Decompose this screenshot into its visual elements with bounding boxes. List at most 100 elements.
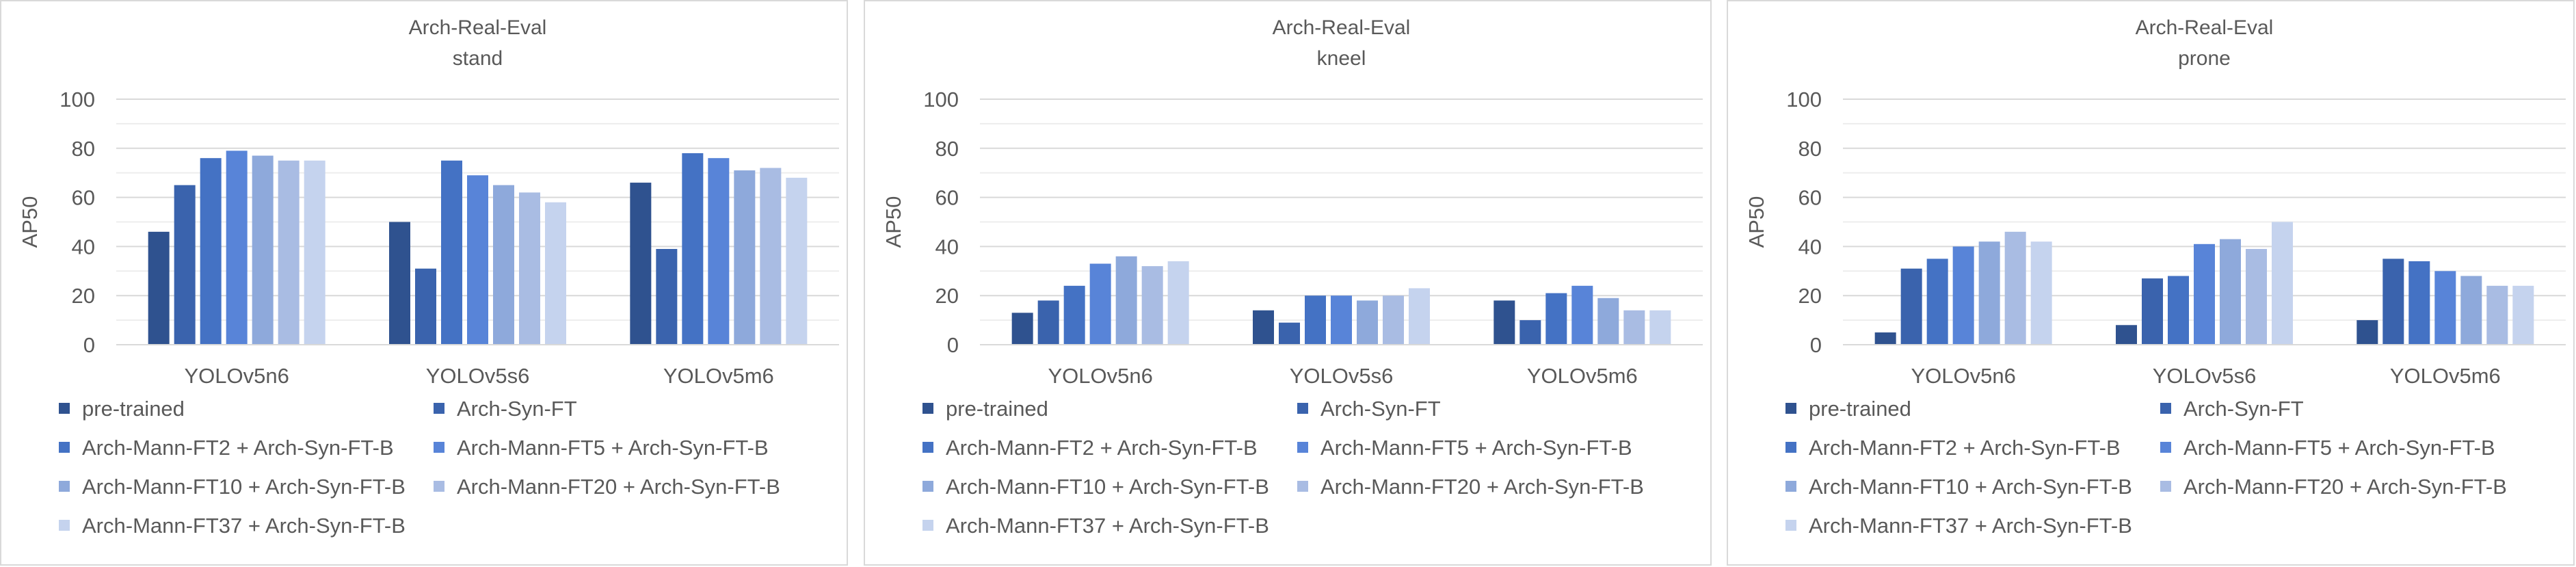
bar-yolov5s6-series-0 xyxy=(389,222,410,345)
x-category-label: YOLOv5m6 xyxy=(2390,364,2501,388)
bar-yolov5s6-series-6 xyxy=(545,202,566,345)
bar-yolov5s6-series-5 xyxy=(1383,295,1404,345)
legend-swatch xyxy=(1785,442,1796,453)
bar-yolov5s6-series-6 xyxy=(2272,222,2293,345)
y-tick-label: 20 xyxy=(935,284,959,308)
bar-yolov5s6-series-5 xyxy=(2246,248,2267,345)
chart-svg: Arch-Real-Eval prone 0 20 40 60 80 100 AP50 YOLOv… xyxy=(1744,16,2566,538)
bar-yolov5m6-series-3 xyxy=(1571,285,1593,345)
x-category-label: YOLOv5n6 xyxy=(184,364,289,388)
bar-yolov5s6-series-0 xyxy=(2116,325,2137,345)
bar-yolov5n6-series-4 xyxy=(1978,241,2000,345)
legend-swatch xyxy=(1785,520,1796,531)
legend-swatch xyxy=(59,520,70,531)
bar-yolov5n6-series-0 xyxy=(1011,313,1033,345)
bar-yolov5n6-series-0 xyxy=(148,231,170,345)
legend-swatch xyxy=(1297,481,1308,492)
legend-label: pre-trained xyxy=(946,397,1048,421)
chart-title: Arch-Real-Eval xyxy=(2136,16,2274,39)
legend-swatch xyxy=(434,442,444,453)
chart-panel-kneel: Arch-Real-Eval kneel 0 20 40 60 80 100 AP50 YOLOv… xyxy=(864,0,1712,566)
legend-swatch xyxy=(59,442,70,453)
bar-yolov5s6-series-1 xyxy=(1279,322,1300,345)
chart-title: Arch-Real-Eval xyxy=(409,16,547,39)
bar-yolov5m6-series-6 xyxy=(1649,310,1671,345)
bar-yolov5n6-series-0 xyxy=(1874,332,1896,345)
bar-yolov5m6-series-0 xyxy=(630,183,652,345)
y-tick-label: 60 xyxy=(1798,186,1822,210)
legend-swatch xyxy=(1297,442,1308,453)
bar-yolov5s6-series-4 xyxy=(2220,239,2241,345)
bar-yolov5m6-series-6 xyxy=(2512,285,2534,345)
legend-label: Arch-Mann-FT37 + Arch-Syn-FT-B xyxy=(82,514,406,538)
bar-yolov5n6-series-6 xyxy=(1167,261,1189,345)
bar-yolov5m6-series-3 xyxy=(2434,271,2456,345)
bar-yolov5n6-series-3 xyxy=(1089,263,1111,345)
chart-panel-stand: Arch-Real-Eval stand 0 20 40 60 80 100 AP50 YOLOv… xyxy=(0,0,848,566)
bar-yolov5s6-series-1 xyxy=(2142,278,2163,345)
bar-yolov5n6-series-5 xyxy=(2004,231,2026,345)
bar-yolov5s6-series-6 xyxy=(1409,288,1430,345)
bar-yolov5n6-series-4 xyxy=(252,155,274,345)
y-tick-label: 60 xyxy=(935,186,959,210)
y-tick-label: 20 xyxy=(72,284,95,308)
chart-subtitle: stand xyxy=(453,47,503,70)
bar-yolov5s6-series-5 xyxy=(519,192,540,345)
y-axis-title: AP50 xyxy=(18,196,42,248)
bar-yolov5n6-series-5 xyxy=(1141,266,1163,345)
legend-label: Arch-Mann-FT20 + Arch-Syn-FT-B xyxy=(457,475,780,499)
y-tick-label: 100 xyxy=(59,88,95,111)
bar-yolov5s6-series-3 xyxy=(2194,243,2215,345)
bar-yolov5n6-series-4 xyxy=(1115,256,1137,345)
x-category-label: YOLOv5n6 xyxy=(1048,364,1152,388)
bar-yolov5s6-series-3 xyxy=(1331,295,1352,345)
y-tick-label: 80 xyxy=(1798,137,1822,161)
bar-yolov5m6-series-6 xyxy=(786,177,808,345)
legend-swatch xyxy=(2160,481,2171,492)
legend-label: Arch-Syn-FT xyxy=(2183,397,2304,421)
x-category-label: YOLOv5m6 xyxy=(1527,364,1638,388)
bar-yolov5n6-series-5 xyxy=(278,160,300,345)
chart-subtitle: kneel xyxy=(1317,47,1366,70)
legend-swatch xyxy=(2160,403,2171,414)
legend-label: pre-trained xyxy=(82,397,185,421)
bar-yolov5m6-series-1 xyxy=(1519,320,1541,345)
bar-yolov5m6-series-5 xyxy=(1623,310,1645,345)
bar-yolov5m6-series-2 xyxy=(2408,261,2430,345)
bar-yolov5m6-series-1 xyxy=(656,248,678,345)
legend-label: Arch-Mann-FT10 + Arch-Syn-FT-B xyxy=(1809,475,2132,499)
bar-yolov5n6-series-1 xyxy=(1900,268,1922,345)
bar-yolov5m6-series-1 xyxy=(2382,259,2404,345)
bar-yolov5s6-series-2 xyxy=(441,160,462,345)
chart-title: Arch-Real-Eval xyxy=(1273,16,1411,39)
x-category-label: YOLOv5n6 xyxy=(1911,364,2015,388)
y-tick-label: 40 xyxy=(1798,235,1822,259)
legend-swatch xyxy=(59,481,70,492)
legend-swatch xyxy=(59,403,70,414)
legend-swatch xyxy=(434,403,444,414)
legend-label: Arch-Mann-FT5 + Arch-Syn-FT-B xyxy=(457,436,769,460)
x-category-label: YOLOv5s6 xyxy=(1290,364,1394,388)
chart-svg: Arch-Real-Eval stand 0 20 40 60 80 100 AP50 YOLOv… xyxy=(18,16,839,538)
legend-swatch xyxy=(922,403,933,414)
bar-yolov5m6-series-2 xyxy=(1545,293,1567,345)
legend-swatch xyxy=(1785,403,1796,414)
legend-swatch xyxy=(1297,403,1308,414)
legend-label: Arch-Mann-FT37 + Arch-Syn-FT-B xyxy=(946,514,1269,538)
legend-swatch xyxy=(2160,442,2171,453)
bar-yolov5s6-series-2 xyxy=(1305,295,1326,345)
bar-yolov5n6-series-1 xyxy=(1037,300,1059,345)
legend-label: Arch-Syn-FT xyxy=(457,397,577,421)
y-axis-title: AP50 xyxy=(1744,196,1768,248)
legend-label: Arch-Syn-FT xyxy=(1320,397,1441,421)
bar-yolov5m6-series-4 xyxy=(734,170,756,345)
chart-svg: Arch-Real-Eval kneel 0 20 40 60 80 100 AP50 YOLOv… xyxy=(881,16,1703,538)
bar-yolov5n6-series-2 xyxy=(1063,285,1085,345)
y-axis-title: AP50 xyxy=(881,196,905,248)
y-tick-label: 0 xyxy=(1810,333,1822,357)
bar-yolov5n6-series-2 xyxy=(200,158,222,345)
bar-yolov5s6-series-4 xyxy=(1357,300,1378,345)
legend-swatch xyxy=(434,481,444,492)
bar-yolov5m6-series-4 xyxy=(2460,276,2482,345)
legend-swatch xyxy=(922,481,933,492)
